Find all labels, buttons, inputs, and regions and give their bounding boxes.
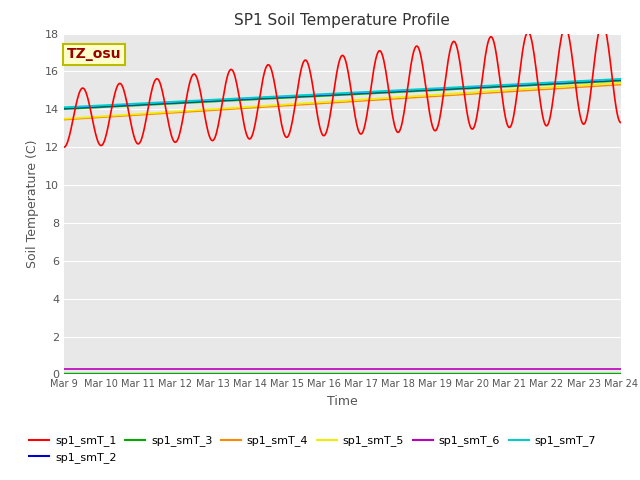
- Text: TZ_osu: TZ_osu: [67, 47, 122, 61]
- X-axis label: Time: Time: [327, 395, 358, 408]
- Y-axis label: Soil Temperature (C): Soil Temperature (C): [26, 140, 40, 268]
- Legend: sp1_smT_1, sp1_smT_2, sp1_smT_3, sp1_smT_4, sp1_smT_5, sp1_smT_6, sp1_smT_7: sp1_smT_1, sp1_smT_2, sp1_smT_3, sp1_smT…: [25, 431, 600, 468]
- Title: SP1 Soil Temperature Profile: SP1 Soil Temperature Profile: [234, 13, 451, 28]
